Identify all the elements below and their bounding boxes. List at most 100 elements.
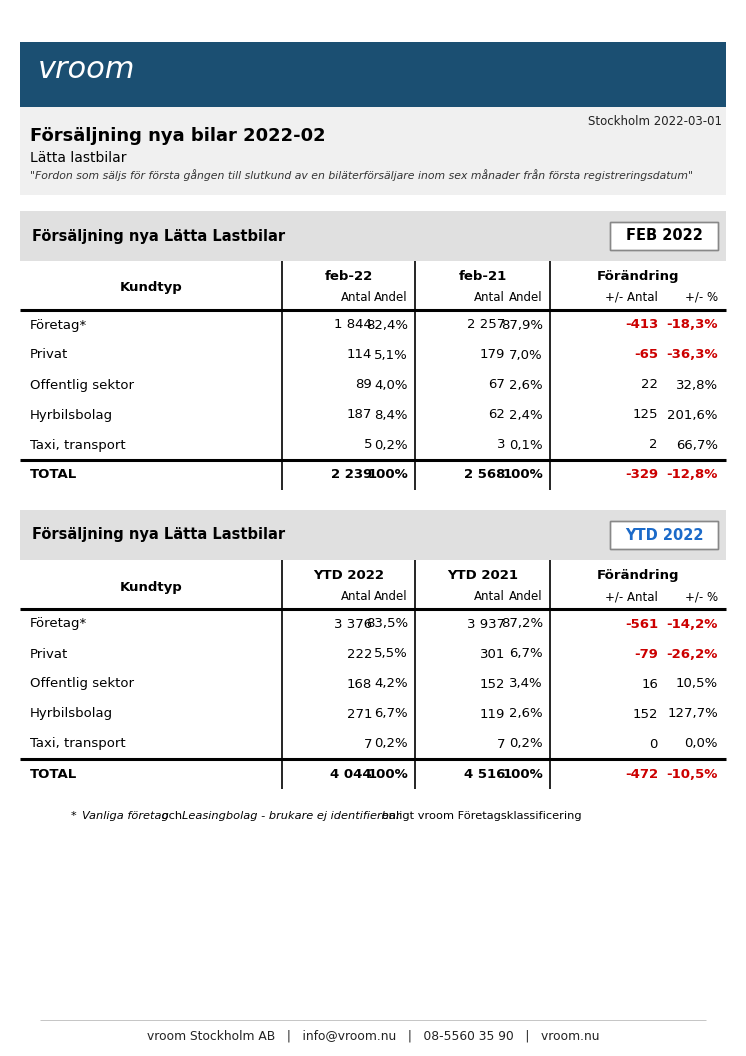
- Text: YTD 2022: YTD 2022: [313, 569, 384, 582]
- Text: 152: 152: [633, 708, 658, 720]
- Bar: [610, 521, 718, 549]
- Text: -18,3%: -18,3%: [666, 319, 718, 332]
- Text: 16: 16: [641, 678, 658, 691]
- Text: 67: 67: [488, 378, 505, 392]
- Text: 100%: 100%: [502, 768, 543, 780]
- Text: 2,6%: 2,6%: [510, 708, 543, 720]
- Text: vroom Stockholm AB   |   info@vroom.nu   |   08-5560 35 90   |   vroom.nu: vroom Stockholm AB | info@vroom.nu | 08-…: [147, 1030, 599, 1043]
- Text: 168: 168: [347, 678, 372, 691]
- Text: 2: 2: [650, 438, 658, 452]
- Text: +/- %: +/- %: [685, 291, 718, 304]
- Text: Antal: Antal: [474, 590, 505, 603]
- Text: Stockholm 2022-03-01: Stockholm 2022-03-01: [588, 115, 722, 128]
- Bar: [610, 222, 718, 250]
- Text: Antal: Antal: [341, 590, 372, 603]
- Text: Antal: Antal: [474, 291, 505, 304]
- Text: Privat: Privat: [30, 348, 68, 361]
- Text: 119: 119: [480, 708, 505, 720]
- Text: Taxi, transport: Taxi, transport: [30, 438, 125, 452]
- Text: "Fordon som säljs för första gången till slutkund av en biläterförsäljare inom s: "Fordon som säljs för första gången till…: [30, 169, 693, 181]
- Bar: [610, 222, 718, 250]
- Bar: [610, 222, 718, 250]
- Text: Andel: Andel: [374, 590, 408, 603]
- Text: 100%: 100%: [367, 469, 408, 482]
- Text: vroom: vroom: [38, 55, 136, 84]
- Text: Företag*: Företag*: [30, 618, 87, 630]
- Text: 0,2%: 0,2%: [510, 737, 543, 751]
- Text: 22: 22: [641, 378, 658, 392]
- Text: Andel: Andel: [510, 291, 543, 304]
- Text: 7: 7: [497, 737, 505, 751]
- Bar: [610, 521, 718, 549]
- Text: 222: 222: [346, 647, 372, 660]
- Text: feb-22: feb-22: [325, 270, 372, 283]
- Text: TOTAL: TOTAL: [30, 469, 78, 482]
- Text: enligt vroom Företagsklassificering: enligt vroom Företagsklassificering: [378, 811, 582, 821]
- Text: -14,2%: -14,2%: [667, 618, 718, 630]
- Text: Försäljning nya bilar 2022-02: Försäljning nya bilar 2022-02: [30, 127, 325, 145]
- Text: 187: 187: [347, 409, 372, 421]
- Text: Andel: Andel: [374, 291, 408, 304]
- Text: Kundtyp: Kundtyp: [119, 581, 182, 593]
- Text: Förändring: Förändring: [597, 569, 680, 582]
- Text: 4 044: 4 044: [330, 768, 372, 780]
- Text: Offentlig sektor: Offentlig sektor: [30, 678, 134, 691]
- Text: 89: 89: [355, 378, 372, 392]
- Text: 4 516: 4 516: [463, 768, 505, 780]
- Text: 2 257: 2 257: [467, 319, 505, 332]
- Text: 100%: 100%: [367, 768, 408, 780]
- Text: Antal: Antal: [341, 291, 372, 304]
- Text: -10,5%: -10,5%: [667, 768, 718, 780]
- Text: 0,2%: 0,2%: [374, 438, 408, 452]
- Text: 1 844: 1 844: [334, 319, 372, 332]
- Text: 100%: 100%: [502, 469, 543, 482]
- Bar: [610, 521, 718, 549]
- Text: Privat: Privat: [30, 647, 68, 660]
- Text: Förändring: Förändring: [597, 270, 680, 283]
- Text: 2,6%: 2,6%: [510, 378, 543, 392]
- Text: -413: -413: [624, 319, 658, 332]
- Bar: [20, 211, 726, 261]
- Text: 0: 0: [650, 737, 658, 751]
- Text: 201,6%: 201,6%: [668, 409, 718, 421]
- Text: -329: -329: [625, 469, 658, 482]
- Text: 3,4%: 3,4%: [510, 678, 543, 691]
- Text: Offentlig sektor: Offentlig sektor: [30, 378, 134, 392]
- Bar: [20, 42, 726, 107]
- Text: 62: 62: [488, 409, 505, 421]
- Text: 82,4%: 82,4%: [366, 319, 408, 332]
- Text: -12,8%: -12,8%: [667, 469, 718, 482]
- Text: Försäljning nya Lätta Lastbilar: Försäljning nya Lätta Lastbilar: [32, 228, 285, 244]
- Text: -36,3%: -36,3%: [666, 348, 718, 361]
- Text: +/- Antal: +/- Antal: [605, 590, 658, 603]
- Text: 8,4%: 8,4%: [374, 409, 408, 421]
- Text: feb-21: feb-21: [458, 270, 507, 283]
- Text: -26,2%: -26,2%: [667, 647, 718, 660]
- Text: Andel: Andel: [510, 590, 543, 603]
- Text: 4,0%: 4,0%: [374, 378, 408, 392]
- Text: 87,2%: 87,2%: [501, 618, 543, 630]
- Text: 3 937: 3 937: [467, 618, 505, 630]
- Bar: [20, 107, 726, 195]
- Text: 3: 3: [497, 438, 505, 452]
- Text: Hyrbilsbolag: Hyrbilsbolag: [30, 708, 113, 720]
- Text: 2 239: 2 239: [330, 469, 372, 482]
- Text: 3 376: 3 376: [334, 618, 372, 630]
- Text: +/- Antal: +/- Antal: [605, 291, 658, 304]
- Text: 66,7%: 66,7%: [676, 438, 718, 452]
- Text: 0,1%: 0,1%: [510, 438, 543, 452]
- Text: *: *: [71, 811, 80, 821]
- Text: 10,5%: 10,5%: [676, 678, 718, 691]
- Text: 127,7%: 127,7%: [667, 708, 718, 720]
- Text: 6,7%: 6,7%: [374, 708, 408, 720]
- Text: 7: 7: [363, 737, 372, 751]
- Text: 83,5%: 83,5%: [366, 618, 408, 630]
- Text: -472: -472: [625, 768, 658, 780]
- Text: 5,1%: 5,1%: [374, 348, 408, 361]
- Text: FEB 2022: FEB 2022: [626, 228, 703, 244]
- Text: YTD 2022: YTD 2022: [624, 528, 703, 543]
- Text: 32,8%: 32,8%: [676, 378, 718, 392]
- Text: 6,7%: 6,7%: [510, 647, 543, 660]
- Text: 5: 5: [363, 438, 372, 452]
- Text: 179: 179: [480, 348, 505, 361]
